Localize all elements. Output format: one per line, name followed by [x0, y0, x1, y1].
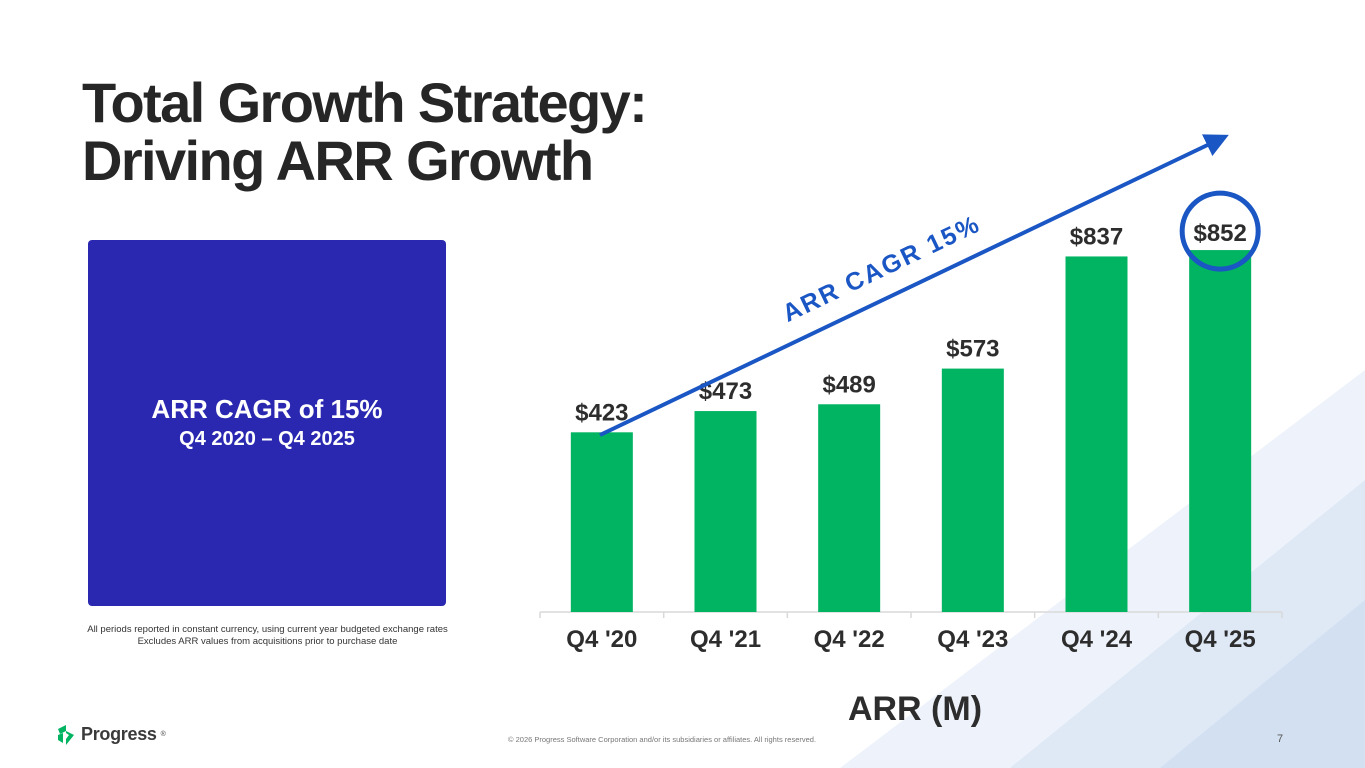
bar-2: [818, 404, 881, 612]
copyright-notice: © 2026 Progress Software Corporation and…: [508, 735, 817, 744]
category-label-1: Q4 '21: [690, 626, 761, 653]
data-label-3: $573: [946, 336, 999, 363]
bar-1: [694, 411, 757, 612]
title-line-2: Driving ARR Growth: [82, 129, 594, 192]
progress-logo[interactable]: Progress ®: [57, 724, 166, 745]
data-label-2: $489: [822, 371, 875, 398]
slide-title: Total Growth Strategy: Driving ARR Growt…: [82, 71, 648, 192]
bar-3: [941, 368, 1004, 612]
registered-mark: ®: [160, 731, 166, 738]
data-label-5: $852: [1193, 220, 1246, 247]
x-axis-tick-labels: Q4 '20 Q4 '21 Q4 '22 Q4 '23 Q4 '24 Q4 '25: [566, 626, 1255, 653]
cagr-headline: ARR CAGR of 15%: [151, 394, 383, 424]
x-axis-title: ARR (M): [848, 690, 982, 728]
bar-0: [570, 432, 633, 612]
footnote: All periods reported in constant currenc…: [50, 624, 485, 648]
cagr-summary-box: ARR CAGR of 15% Q4 2020 – Q4 2025: [88, 240, 446, 606]
category-label-2: Q4 '22: [814, 626, 885, 653]
progress-logo-icon: [58, 724, 74, 745]
category-label-4: Q4 '24: [1061, 626, 1133, 653]
category-label-3: Q4 '23: [937, 626, 1008, 653]
footnote-line-1: All periods reported in constant currenc…: [87, 624, 448, 635]
progress-logo-text: Progress: [81, 724, 157, 744]
data-label-4: $837: [1070, 223, 1123, 250]
data-label-0: $423: [575, 399, 628, 426]
bar-5: [1189, 250, 1252, 612]
title-line-1: Total Growth Strategy:: [82, 71, 648, 134]
category-label-0: Q4 '20: [566, 626, 637, 653]
latest-value-highlight-circle: [1179, 190, 1261, 272]
cagr-trend-arrow: [599, 134, 1229, 437]
category-label-5: Q4 '25: [1185, 626, 1256, 653]
cagr-period: Q4 2020 – Q4 2025: [179, 428, 355, 450]
cagr-trend-label: ARR CAGR 15%: [778, 210, 985, 328]
page-number: 7: [1277, 733, 1284, 745]
footnote-line-2: Excludes ARR values from acquisitions pr…: [137, 636, 398, 647]
x-axis-ticks: [539, 612, 1283, 618]
bar-4: [1065, 256, 1128, 612]
bar-series: [570, 250, 1252, 612]
